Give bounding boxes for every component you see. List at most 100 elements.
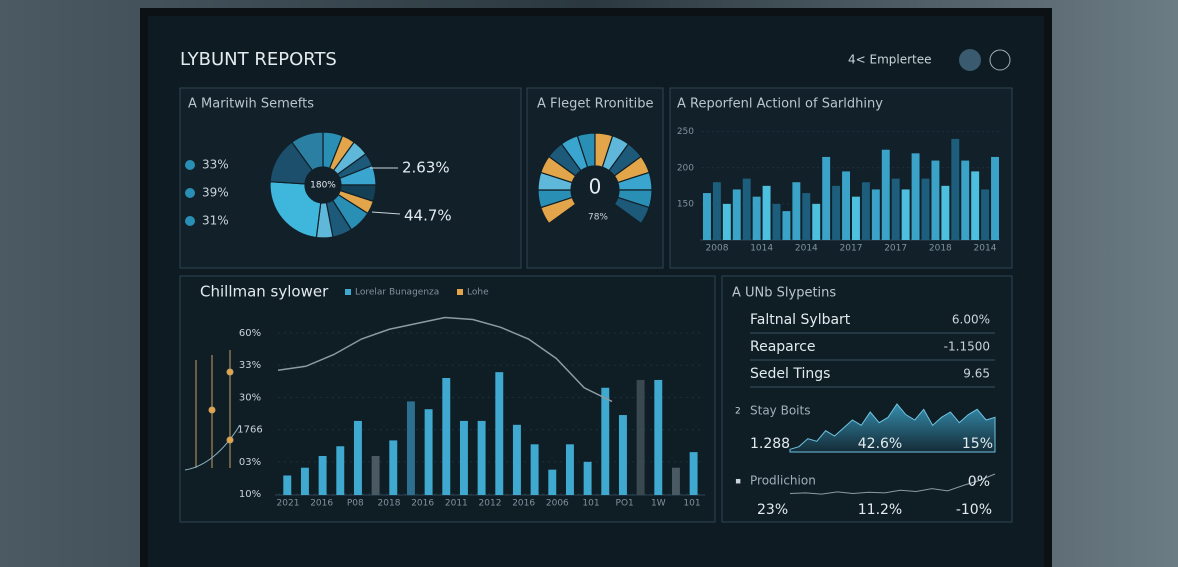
x-tick-label: P08 xyxy=(347,499,364,509)
bar xyxy=(424,409,433,495)
bar xyxy=(772,203,781,240)
x-tick-label: 2016 xyxy=(310,499,333,509)
spark-title: Prodlichion xyxy=(750,474,816,488)
y-tick-label: 03% xyxy=(239,457,261,468)
bar xyxy=(512,424,521,495)
y-tick-label: 150 xyxy=(677,199,694,209)
bar xyxy=(742,178,751,240)
x-tick-label: 101 xyxy=(683,499,700,509)
x-tick-label: 2011 xyxy=(445,499,468,509)
bar xyxy=(971,171,980,240)
callout-label: 2.63% xyxy=(402,159,450,177)
panel-title: A Fleget Rronitibe xyxy=(537,97,653,112)
bar xyxy=(283,475,292,495)
legend-label: Lorelar Bunagenza xyxy=(355,288,439,298)
bar xyxy=(752,196,761,240)
y-tick-label: 250 xyxy=(677,127,694,137)
bar xyxy=(636,379,645,495)
bar xyxy=(565,444,574,495)
segment xyxy=(291,131,324,172)
spark-label: 1.288 xyxy=(750,436,790,452)
spark-marker: 2 xyxy=(735,407,741,417)
bar xyxy=(822,156,831,240)
spark-label: 11.2% xyxy=(858,502,902,518)
bar xyxy=(931,160,940,240)
row-label: Reaparce xyxy=(750,339,816,355)
x-tick-label: 2012 xyxy=(479,499,502,509)
x-tick-label: 1014 xyxy=(750,244,773,254)
bar xyxy=(654,379,663,495)
spark-area xyxy=(789,403,996,453)
row-label: Sedel Tings xyxy=(750,366,830,382)
bar xyxy=(583,461,592,495)
legend-label: 33% xyxy=(202,158,229,172)
bar xyxy=(671,467,680,495)
bar xyxy=(951,138,960,240)
x-tick-label: 2008 xyxy=(706,244,729,254)
row-value: -1.1500 xyxy=(944,340,990,354)
spark-label: 15% xyxy=(962,436,993,452)
legend-label: 31% xyxy=(202,214,229,228)
x-tick-label: 2014 xyxy=(795,244,818,254)
segment xyxy=(613,196,650,225)
bar xyxy=(852,196,860,240)
bar xyxy=(842,171,850,240)
bar xyxy=(782,211,791,240)
spark-label: 0% xyxy=(968,474,990,490)
spark-label: 23% xyxy=(757,502,788,518)
legend-dot xyxy=(185,188,195,198)
bar xyxy=(941,185,950,240)
row-value: 9.65 xyxy=(963,367,990,381)
bar xyxy=(689,452,698,495)
legend-dot xyxy=(185,160,195,170)
panel-title: A Reporfenl Actionl of Sarldhiny xyxy=(677,97,883,112)
legend-label: 39% xyxy=(202,186,229,200)
bar xyxy=(802,193,811,240)
bar xyxy=(442,378,451,495)
icon[interactable] xyxy=(959,49,981,71)
panel xyxy=(721,275,1013,523)
spark-marker: ▪ xyxy=(735,477,741,487)
bar xyxy=(911,153,920,240)
x-tick-label: PO1 xyxy=(616,499,634,509)
legend-swatch xyxy=(345,289,351,295)
x-tick-label: 2006 xyxy=(546,499,569,509)
x-tick-label: 1W xyxy=(651,499,666,509)
bar xyxy=(891,178,900,240)
bar xyxy=(871,189,880,240)
bar xyxy=(336,446,345,495)
x-tick-label: 2017 xyxy=(884,244,907,254)
bar xyxy=(832,185,841,240)
panel-title: A UNb Slypetins xyxy=(732,286,836,301)
row-value: 6.00% xyxy=(952,313,990,327)
bar xyxy=(861,182,870,240)
spark-title: Stay Boits xyxy=(750,404,810,418)
bar xyxy=(722,203,731,240)
callout-label: 44.7% xyxy=(404,207,452,225)
bar xyxy=(991,156,999,240)
bar xyxy=(712,182,721,240)
bar xyxy=(792,182,801,240)
bar xyxy=(477,420,486,495)
y-tick-label: 33% xyxy=(239,360,261,371)
icon[interactable] xyxy=(989,49,1011,71)
center-label: 180% xyxy=(310,181,336,191)
bar xyxy=(921,178,930,240)
bar xyxy=(732,189,741,240)
x-tick-label: 2014 xyxy=(974,244,997,254)
bar xyxy=(530,444,539,495)
y-tick-label: 30% xyxy=(239,392,261,403)
spark-line xyxy=(789,473,996,495)
x-tick-label: 2016 xyxy=(411,499,434,509)
bar xyxy=(762,185,771,240)
bar xyxy=(353,420,362,495)
dashboard-title: LYBUNT REPORTS xyxy=(180,49,337,70)
bar xyxy=(981,189,990,240)
y-tick-label: 10% xyxy=(239,489,261,500)
status-label: 4< Emplertee xyxy=(848,53,932,67)
mini-diagram xyxy=(184,350,241,471)
legend-dot xyxy=(185,216,195,226)
legend-swatch xyxy=(457,289,463,295)
